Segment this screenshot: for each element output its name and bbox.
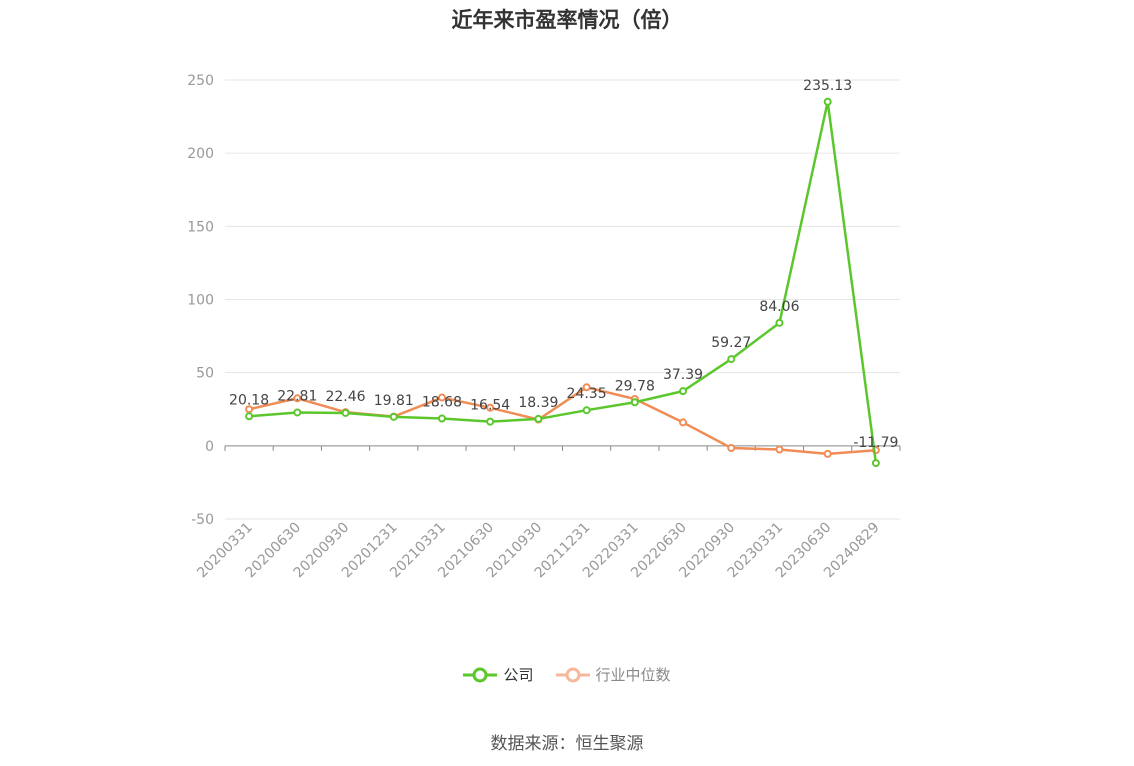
- legend-label-company: 公司: [503, 666, 534, 684]
- legend: 公司 行业中位数: [0, 664, 1134, 685]
- data-label: 37.39: [663, 367, 703, 383]
- industry-point: [437, 393, 446, 402]
- company-point: [630, 398, 639, 407]
- data-label: 20.18: [229, 392, 269, 408]
- y-tick-label: 150: [187, 219, 214, 235]
- y-tick-label: 0: [205, 439, 214, 455]
- legend-marker-industry-icon: [555, 667, 590, 682]
- y-tick-label: -50: [191, 512, 214, 528]
- company-point: [775, 318, 784, 327]
- company-point: [245, 412, 254, 421]
- industry-point: [679, 418, 688, 427]
- company-point: [293, 408, 302, 417]
- company-point: [534, 414, 543, 423]
- legend-marker-company-icon: [463, 667, 498, 682]
- company-point: [823, 97, 832, 106]
- data-label: 19.81: [374, 393, 414, 409]
- y-tick-label: 100: [187, 293, 214, 309]
- industry-point: [293, 394, 302, 403]
- industry-point: [582, 383, 591, 392]
- x-axis: 2020033120200630202009302020123120210331…: [194, 445, 901, 581]
- source-note: 数据来源：恒生聚源: [490, 734, 644, 754]
- data-label: 29.78: [615, 378, 655, 394]
- legend-item-industry[interactable]: 行业中位数: [555, 664, 671, 685]
- data-label: 59.27: [711, 335, 751, 351]
- company-point: [341, 408, 350, 417]
- company-point: [389, 412, 398, 421]
- company-point: [871, 459, 880, 468]
- data-label: -11.79: [853, 435, 898, 451]
- data-label: 18.68: [422, 394, 462, 410]
- industry-point: [775, 445, 784, 454]
- data-labels: 20.18 22.81 22.46 19.81 18.68 16.54 18.39 24.35…: [229, 78, 898, 451]
- data-label: 235.13: [803, 78, 852, 94]
- y-tick-label: 200: [187, 146, 214, 162]
- y-tick-label: 250: [187, 73, 214, 89]
- company-point: [437, 414, 446, 423]
- industry-point: [727, 444, 736, 453]
- y-tick-label: 50: [196, 366, 214, 382]
- data-label: 22.81: [277, 388, 317, 404]
- company-point: [727, 355, 736, 364]
- industry-point: [245, 405, 254, 414]
- company-point: [486, 417, 495, 426]
- data-label: 22.46: [325, 389, 365, 405]
- data-label: 18.39: [518, 395, 558, 411]
- data-label: 24.35: [567, 386, 607, 402]
- company-point: [679, 387, 688, 396]
- company-point: [582, 406, 591, 415]
- series-lines: [245, 97, 880, 468]
- data-label: 16.54: [470, 398, 510, 414]
- industry-point: [823, 449, 832, 458]
- chart-title: 近年来市盈率情况（倍）: [451, 8, 683, 32]
- company-series-line: [249, 100, 878, 464]
- grid-lines: 250 200 150 100 50 0 -50: [187, 73, 900, 528]
- legend-label-industry: 行业中位数: [595, 666, 671, 684]
- data-label: 84.06: [759, 299, 799, 315]
- legend-item-company[interactable]: 公司: [463, 664, 534, 685]
- industry-point: [486, 403, 495, 412]
